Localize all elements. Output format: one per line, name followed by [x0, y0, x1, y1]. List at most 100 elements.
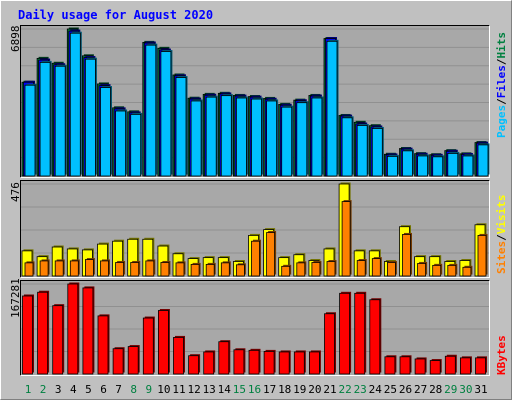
bar-sites-day-7: [115, 262, 124, 277]
day-label: 6: [100, 383, 107, 396]
bar-sites-day-12: [190, 264, 200, 277]
day-label: 31: [474, 383, 487, 396]
bar-sites-day-18: [281, 265, 291, 277]
bar-kbytes-day-22: [339, 292, 351, 375]
bar-sites-day-8: [130, 262, 140, 277]
bar-pages-day-13: [205, 96, 217, 177]
bar-kbytes-day-26: [399, 356, 411, 375]
bar-pages-day-28: [432, 156, 444, 177]
bar-kbytes-day-23: [354, 292, 366, 375]
legend-files: Files: [495, 65, 508, 98]
day-label: 25: [384, 383, 397, 396]
legend-hits: Hits: [495, 32, 508, 59]
bar-pages-day-8: [130, 114, 142, 177]
bar-marks: [21, 27, 490, 375]
bar-kbytes-day-13: [203, 351, 215, 375]
bar-sites-day-27: [417, 263, 427, 277]
bar-sites-day-16: [251, 240, 260, 277]
bar-sites-day-6: [100, 260, 109, 277]
bar-kbytes-day-1: [22, 295, 33, 375]
bar-pages-day-2: [39, 62, 51, 177]
day-label: 1: [25, 383, 32, 396]
bar-kbytes-day-7: [112, 348, 124, 375]
bar-sites-day-4: [69, 260, 79, 277]
day-label: 18: [278, 383, 291, 396]
bar-pages-day-16: [251, 98, 262, 177]
chart-title: Daily usage for August 2020: [18, 8, 213, 22]
bar-sites-day-1: [24, 262, 34, 277]
bar-pages-day-27: [417, 155, 429, 177]
bar-kbytes-day-5: [82, 287, 94, 375]
bar-sites-day-22: [341, 201, 351, 277]
visits-max-label: 476: [9, 182, 22, 202]
bar-sites-day-26: [402, 234, 411, 277]
day-label: 30: [459, 383, 472, 396]
legend-pages: Pages: [495, 105, 508, 138]
day-label: 26: [399, 383, 412, 396]
bar-pages-day-7: [115, 110, 126, 177]
bar-kbytes-day-17: [263, 351, 275, 375]
bar-pages-day-11: [175, 77, 187, 177]
legend-sites: Sites: [495, 241, 508, 274]
bar-pages-day-6: [100, 87, 111, 177]
bar-sites-day-21: [326, 261, 336, 277]
day-label: 3: [55, 383, 62, 396]
bar-sites-day-15: [235, 264, 245, 277]
hits-legend: Pages/Files/Hits: [495, 32, 508, 138]
bar-kbytes-day-25: [384, 356, 396, 375]
bar-kbytes-day-8: [127, 346, 139, 375]
day-label: 5: [85, 383, 92, 396]
bar-kbytes-day-15: [233, 349, 245, 375]
bar-sites-day-2: [39, 260, 49, 277]
bar-kbytes-day-9: [142, 317, 154, 375]
bar-kbytes-day-14: [218, 341, 230, 375]
bar-sites-day-25: [386, 262, 396, 277]
day-label: 10: [157, 383, 170, 396]
bar-sites-day-13: [205, 264, 215, 277]
bar-sites-day-28: [432, 264, 442, 277]
bar-pages-day-19: [296, 102, 308, 177]
bar-pages-day-26: [402, 150, 413, 177]
day-label: 7: [115, 383, 122, 396]
bar-sites-day-30: [462, 266, 472, 277]
day-label: 23: [354, 383, 367, 396]
day-label: 24: [369, 383, 383, 396]
bar-kbytes-day-10: [157, 310, 169, 375]
bar-pages-day-23: [356, 125, 368, 177]
bar-pages-day-10: [160, 51, 172, 177]
day-label: 20: [308, 383, 321, 396]
bar-kbytes-day-28: [429, 360, 441, 375]
bar-sites-day-20: [311, 262, 321, 277]
day-label: 21: [323, 383, 336, 396]
day-label: 14: [218, 383, 232, 396]
hits-max-label: 6898: [9, 26, 22, 53]
bar-kbytes-day-18: [278, 351, 290, 375]
bar-sites-day-9: [145, 260, 155, 277]
bar-pages-day-21: [326, 40, 338, 177]
day-label: 13: [203, 383, 216, 396]
bar-pages-day-4: [69, 32, 81, 177]
bar-sites-day-19: [296, 262, 306, 277]
bar-pages-day-15: [235, 97, 247, 177]
visits-legend: Sites/Visits: [495, 195, 508, 275]
bar-sites-day-17: [266, 232, 276, 277]
bar-sites-day-29: [447, 264, 457, 277]
day-labels: 1 2 3 4 5 6 7 8 9 10 11 12 13 14 15 16 17 18 19 20 21 22 23 24 2…: [25, 383, 488, 396]
day-label: 9: [145, 383, 152, 396]
bar-sites-day-5: [85, 259, 94, 277]
bar-sites-day-14: [220, 262, 230, 277]
bar-pages-day-24: [371, 128, 383, 177]
bar-pages-day-30: [462, 155, 474, 177]
day-label: 8: [130, 383, 137, 396]
bar-kbytes-day-6: [97, 315, 109, 375]
bar-sites-day-31: [477, 235, 487, 277]
bar-kbytes-day-16: [248, 349, 260, 375]
bar-kbytes-day-27: [414, 358, 426, 375]
bar-kbytes-day-11: [173, 337, 184, 375]
bar-kbytes-day-20: [308, 351, 320, 375]
day-label: 2: [40, 383, 47, 396]
bar-kbytes-day-21: [324, 313, 335, 375]
day-label: 28: [429, 383, 442, 396]
day-label: 22: [338, 383, 351, 396]
